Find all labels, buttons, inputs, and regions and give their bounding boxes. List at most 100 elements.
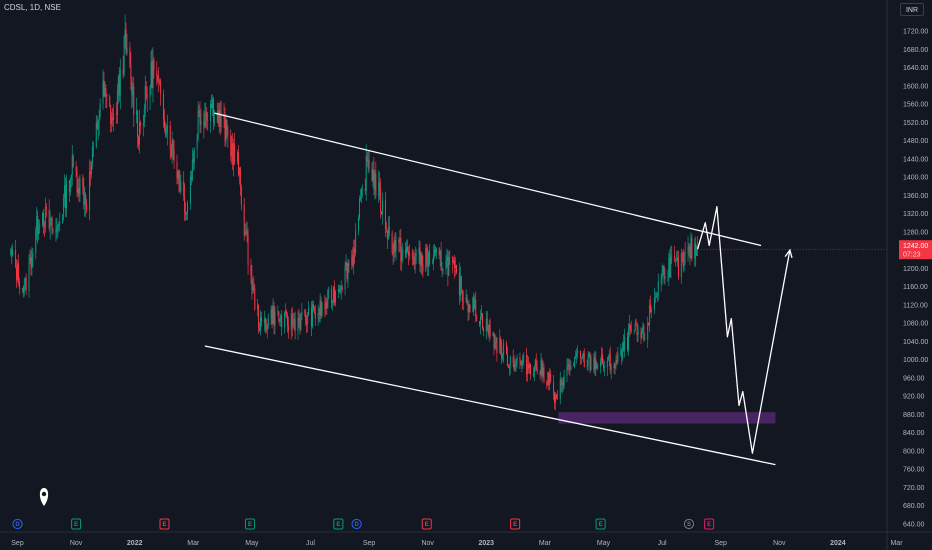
event-badge-letter: E [162,522,166,528]
candle-body [549,373,551,385]
candle-body [366,156,368,162]
candle-body [515,363,517,365]
candle-body [486,318,488,331]
candle-body [348,263,350,266]
candle-body [664,276,666,279]
candle-body [676,259,678,261]
candle-body [412,256,414,260]
time-tick-label: Nov [773,540,786,547]
candle-body [70,175,72,181]
candle-body [251,275,253,291]
candle-body [85,195,87,206]
candle-body [234,143,236,162]
candle-body [487,330,489,334]
candle-body [198,110,200,113]
candle-body [199,112,201,126]
candle-body [482,328,484,332]
candle-body [279,318,281,322]
candle-body [97,122,99,130]
candle-body [89,171,91,211]
candle-body [657,281,659,296]
time-tick-label: Mar [539,540,552,547]
candle-body [620,350,622,355]
price-axis[interactable]: 1720.00 1680.00 1640.00 1600.00 1560.00 1520.… [903,29,928,529]
candle-body [681,253,683,258]
candle-body [42,212,44,226]
candle-body [43,225,45,228]
candle-body [96,122,98,130]
candle-body [301,311,303,315]
candle-body [513,362,515,370]
candle-body [466,297,468,304]
candle-body [643,325,645,340]
candle-body [548,372,550,385]
candle-body [211,103,213,109]
candle-body [361,189,363,190]
candle-body [217,111,219,124]
candle-body [642,325,644,329]
candle-body [190,176,192,180]
candle-body [415,253,417,257]
candle-body [281,315,283,328]
candle-body [647,323,649,340]
candle-body [252,285,254,291]
candle-body [354,248,356,254]
candle-body [68,180,70,193]
candle-body [250,265,252,276]
candle-body [210,103,212,121]
candle-body [501,345,503,359]
candle-body [613,365,615,369]
candle-body [143,109,145,123]
candle-body [375,173,377,196]
candle-body [596,365,598,369]
candle-body [623,342,625,351]
candle-body [10,248,12,255]
candle-body [264,318,266,325]
price-tick-label: 1640.00 [903,65,928,72]
candle-body [441,269,443,271]
candle-body [205,112,207,115]
candle-body [373,169,375,190]
candle-body [145,85,147,95]
candle-body [299,321,301,330]
price-tick-label: 920.00 [903,394,925,401]
candle-body [304,311,306,313]
earnings-event-icon: E [71,518,82,530]
candle-body [138,136,140,145]
candle-body [428,251,430,266]
candle-body [37,215,39,235]
candle-body [186,213,188,215]
candle-body [481,313,483,329]
candle-body [668,257,670,277]
candle-body [286,314,288,326]
candle-body [212,99,214,124]
currency-button[interactable]: INR [900,3,924,16]
candle-body [503,343,505,355]
location-marker-icon[interactable] [39,488,49,506]
candle-body [270,309,272,318]
candle-body [17,263,18,280]
candle-body [237,152,239,176]
candle-body [136,110,138,115]
candle-body [287,325,289,331]
candle-body [536,367,538,373]
candle-body [334,286,336,303]
event-badge-frame [71,518,82,530]
time-axis[interactable]: Sep Nov 2022 Mar May Jul Sep Nov 2023 Mar May Jul Se… [11,540,903,547]
candle-body [245,230,247,233]
dividend-event-icon: D [12,518,23,530]
candle-body [442,269,444,271]
candle-body [57,224,59,227]
candle-body [113,113,115,120]
candle-body [339,290,341,293]
candle-body [514,364,516,370]
candle-body [479,321,481,325]
candle-body [496,337,498,354]
candle-body [331,288,333,303]
candle-body [189,176,191,204]
candle-body [570,365,572,370]
candle-body [318,312,320,315]
earnings-event-icon: E [244,518,255,530]
candle-body [421,253,423,265]
